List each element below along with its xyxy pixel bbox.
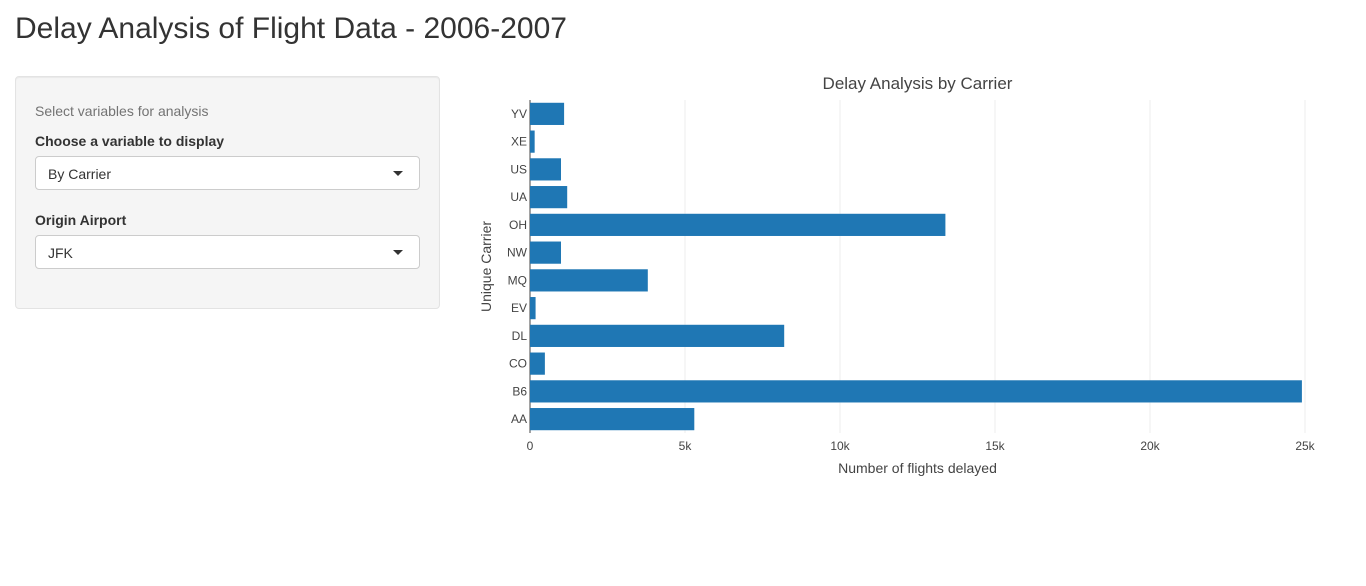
- bar-aa: [530, 408, 695, 431]
- x-tick-label: 0: [527, 439, 534, 453]
- chevron-down-icon: [393, 171, 403, 176]
- y-axis-title: Unique Carrier: [478, 221, 494, 312]
- y-tick-label: CO: [509, 357, 527, 371]
- y-tick-label: AA: [511, 412, 527, 426]
- x-tick-label: 10k: [830, 439, 850, 453]
- origin-airport-value: JFK: [48, 245, 73, 261]
- y-tick-label: YV: [511, 107, 527, 121]
- bar-us: [530, 158, 561, 181]
- y-tick-label: DL: [512, 329, 528, 343]
- bar-nw: [530, 241, 561, 264]
- bar-ev: [530, 297, 536, 320]
- variable-select-value: By Carrier: [48, 166, 112, 182]
- bar-ua: [530, 186, 568, 209]
- y-tick-label: EV: [511, 301, 527, 315]
- origin-airport-select[interactable]: JFK: [35, 235, 420, 269]
- y-tick-label: UA: [510, 190, 527, 204]
- y-tick-label: OH: [509, 218, 527, 232]
- y-tick-label: XE: [511, 135, 527, 149]
- x-tick-label: 20k: [1140, 439, 1160, 453]
- y-tick-label: B6: [512, 384, 527, 398]
- x-tick-label: 5k: [679, 439, 693, 453]
- bar-co: [530, 352, 545, 375]
- sidebar-help-text: Select variables for analysis: [35, 103, 209, 119]
- bar-b6: [530, 380, 1302, 403]
- variable-select-label: Choose a variable to display: [35, 133, 225, 149]
- y-tick-label: US: [510, 162, 527, 176]
- sidebar-panel: Select variables for analysis Choose a v…: [15, 76, 440, 309]
- bar-oh: [530, 213, 946, 236]
- page-title: Delay Analysis of Flight Data - 2006-200…: [15, 12, 567, 45]
- x-axis-title: Number of flights delayed: [838, 460, 997, 476]
- bar-xe: [530, 130, 535, 153]
- bar-chart-svg: Delay Analysis by Carrier 0 5k 10k 15k 20k 25k…: [478, 74, 1316, 476]
- bar-dl: [530, 324, 785, 347]
- y-tick-label: NW: [507, 246, 528, 260]
- bar-mq: [530, 269, 648, 292]
- x-tick-label: 15k: [985, 439, 1005, 453]
- variable-select[interactable]: By Carrier: [35, 156, 420, 190]
- bar-yv: [530, 102, 565, 125]
- delay-chart: Delay Analysis by Carrier 0 5k 10k 15k 20k 25k…: [470, 66, 1350, 486]
- chevron-down-icon: [393, 250, 403, 255]
- origin-airport-label: Origin Airport: [35, 212, 127, 228]
- chart-title: Delay Analysis by Carrier: [823, 74, 1013, 93]
- x-tick-label: 25k: [1295, 439, 1315, 453]
- y-tick-label: MQ: [508, 273, 527, 287]
